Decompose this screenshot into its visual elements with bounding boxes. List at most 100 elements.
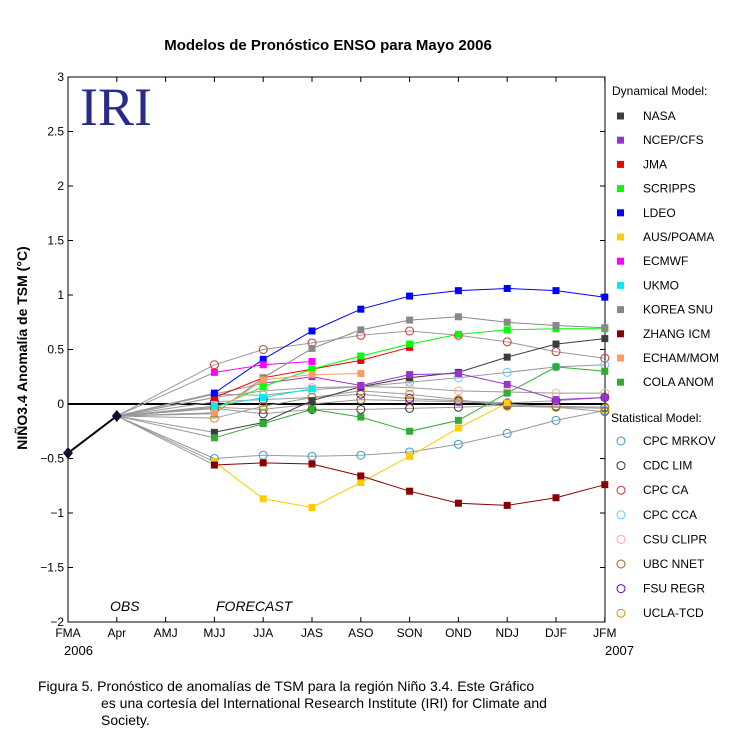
y-axis-ticks: −2 −1.5 −1 −0.5 0 0.5 1 1.5 2 2.5 3	[40, 70, 605, 629]
legend-marker	[617, 233, 624, 241]
x-tick-label: OND	[445, 626, 472, 640]
data-point	[503, 399, 511, 407]
data-point	[503, 318, 511, 326]
data-point	[601, 324, 609, 332]
legend-label: UCLA-TCD	[643, 606, 704, 620]
x-tick-label: NDJ	[496, 626, 519, 640]
legend: NASA NCEP/CFS JMA SCRIPPS LDEO AUS/POAMA ECMWF…	[616, 109, 719, 620]
data-point	[601, 393, 609, 401]
series-markers	[209, 284, 610, 512]
x-tick-label: Apr	[107, 626, 126, 640]
data-point	[308, 357, 316, 365]
data-point	[357, 472, 365, 480]
legend-statistical-title: Statistical Model:	[611, 411, 702, 425]
y-tick-label: −1.5	[40, 561, 64, 575]
y-tick-label: −2	[50, 615, 64, 629]
data-point	[503, 380, 511, 388]
data-point	[356, 389, 366, 399]
y-axis-label: NIÑO3.4 Anomalía de TSM (°C)	[13, 246, 30, 449]
data-point	[405, 396, 415, 406]
data-point	[259, 383, 267, 391]
data-point	[259, 355, 267, 363]
forecast-label: FORECAST	[216, 598, 294, 614]
data-point	[453, 386, 463, 396]
y-tick-label: −1	[50, 506, 64, 520]
legend-label: FSU REGR	[643, 582, 705, 596]
data-point	[600, 407, 610, 417]
observed-point	[111, 409, 122, 422]
data-point	[503, 353, 511, 361]
data-point	[357, 478, 365, 486]
enso-forecast-chart: Modelos de Pronóstico ENSO para Mayo 200…	[13, 37, 719, 658]
legend-label: CPC CA	[643, 483, 688, 497]
data-point	[406, 371, 414, 379]
data-point	[258, 401, 268, 411]
data-point	[454, 369, 462, 377]
data-point	[551, 347, 561, 357]
data-point	[405, 383, 415, 393]
data-point	[454, 416, 462, 424]
data-point	[601, 481, 609, 489]
data-point	[454, 287, 462, 295]
legend-label: ECHAM/MOM	[643, 351, 719, 365]
data-point	[551, 402, 561, 412]
y-tick-label: 2.5	[47, 125, 64, 139]
series-connector	[116, 415, 215, 419]
data-point	[453, 439, 463, 449]
legend-label: CDC LIM	[643, 459, 692, 473]
series-connector	[116, 364, 215, 417]
legend-marker	[617, 112, 624, 120]
data-point	[551, 415, 561, 425]
data-point	[406, 427, 414, 435]
legend-marker	[617, 136, 624, 144]
x-tick-label: JAS	[301, 626, 323, 640]
data-point	[552, 287, 560, 295]
legend-label: CPC CCA	[643, 508, 697, 522]
x-tick-label: JFM	[593, 626, 616, 640]
data-point	[502, 398, 512, 408]
data-point	[552, 494, 560, 502]
data-point	[454, 330, 462, 338]
x-tick-label: ASO	[348, 626, 373, 640]
series-connector	[116, 415, 215, 439]
legend-marker	[616, 608, 626, 618]
data-point	[406, 452, 414, 460]
data-point	[356, 404, 366, 414]
data-point	[454, 313, 462, 321]
x-axis-ticks: FMA Apr AMJ MJJ JJA JAS ASO SON OND NDJ DJF JFM	[55, 77, 616, 640]
series-line	[214, 373, 361, 414]
iri-logo: IRI	[80, 77, 152, 137]
data-point	[307, 404, 317, 414]
y-tick-label: 2	[57, 179, 64, 193]
legend-label: CPC MRKOV	[643, 434, 716, 448]
y-tick-label: 1.5	[47, 234, 64, 248]
data-point	[258, 404, 268, 414]
legend-label: NCEP/CFS	[643, 133, 704, 147]
data-point	[357, 352, 365, 360]
series-line	[214, 462, 605, 506]
data-point	[308, 405, 316, 413]
y-tick-label: 0.5	[47, 343, 64, 357]
legend-label: JMA	[643, 157, 667, 171]
data-point	[210, 368, 218, 376]
legend-marker	[617, 209, 624, 217]
data-point	[600, 353, 610, 363]
legend-label: AUS/POAMA	[643, 230, 714, 244]
data-point	[600, 403, 610, 413]
x-tick-label: SON	[397, 626, 423, 640]
series-line	[214, 399, 605, 413]
data-point	[357, 369, 365, 377]
data-point	[356, 395, 366, 405]
obs-label: OBS	[110, 598, 140, 614]
data-point	[308, 504, 316, 512]
data-point	[258, 450, 268, 460]
data-point	[308, 371, 316, 379]
data-point	[308, 397, 316, 405]
series-connector	[116, 396, 215, 417]
data-point	[308, 385, 316, 393]
series-line	[214, 364, 605, 396]
data-point	[503, 326, 511, 334]
data-point	[454, 424, 462, 432]
x-tick-label: DJF	[545, 626, 567, 640]
data-point	[357, 413, 365, 421]
